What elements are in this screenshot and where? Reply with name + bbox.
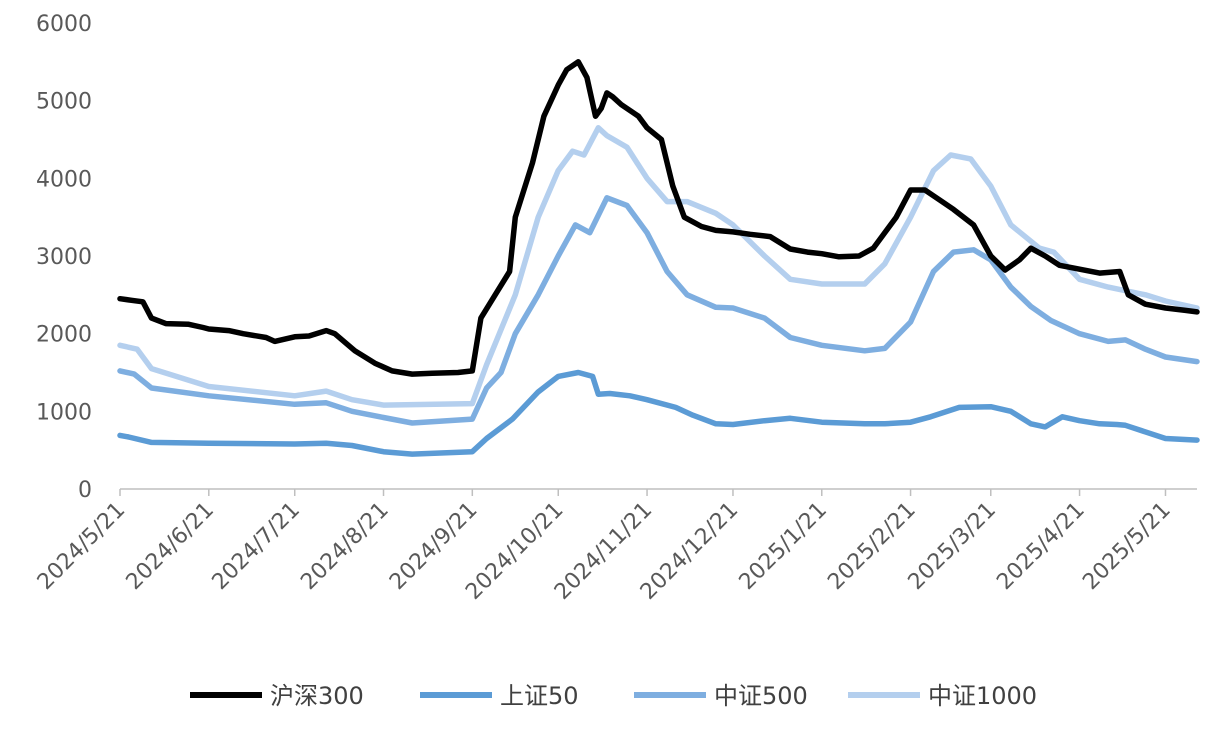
- y-axis-tick-labels: 0 1000 2000 3000 4000 5000 6000: [36, 12, 92, 503]
- legend-label: 中证1000: [928, 682, 1037, 710]
- series-line-2: [117, 369, 1200, 457]
- x-tick-label: 2024/8/21: [296, 498, 393, 595]
- series-line-3: [117, 195, 1200, 426]
- x-axis-ticks: [119, 489, 1167, 496]
- y-tick-label: 2000: [36, 323, 92, 348]
- legend: 沪深300 上证50 中证500 中证1000: [190, 682, 1037, 710]
- x-tick-label: 2025/1/21: [735, 498, 832, 595]
- x-tick-label: 2024/6/21: [122, 498, 219, 595]
- x-axis-tick-labels: 2024/5/212024/6/212024/7/212024/8/212024…: [33, 498, 1176, 605]
- y-tick-label: 4000: [36, 167, 92, 192]
- x-tick-label: 2024/5/21: [33, 498, 130, 595]
- y-tick-label: 3000: [36, 245, 92, 270]
- y-tick-label: 1000: [36, 400, 92, 425]
- legend-label: 中证500: [714, 682, 808, 710]
- y-tick-label: 5000: [36, 90, 92, 115]
- y-tick-label: 0: [78, 478, 92, 503]
- x-tick-label: 2025/5/21: [1078, 498, 1175, 595]
- legend-label: 上证50: [500, 682, 579, 710]
- x-tick-label: 2025/3/21: [904, 498, 1001, 595]
- series-line-1: [117, 59, 1200, 377]
- x-tick-label: 2024/7/21: [208, 498, 305, 595]
- legend-label: 沪深300: [270, 682, 364, 710]
- x-tick-label: 2025/4/21: [992, 498, 1089, 595]
- series-lines: [117, 59, 1200, 457]
- series-line-4: [117, 125, 1200, 408]
- y-tick-label: 6000: [36, 12, 92, 37]
